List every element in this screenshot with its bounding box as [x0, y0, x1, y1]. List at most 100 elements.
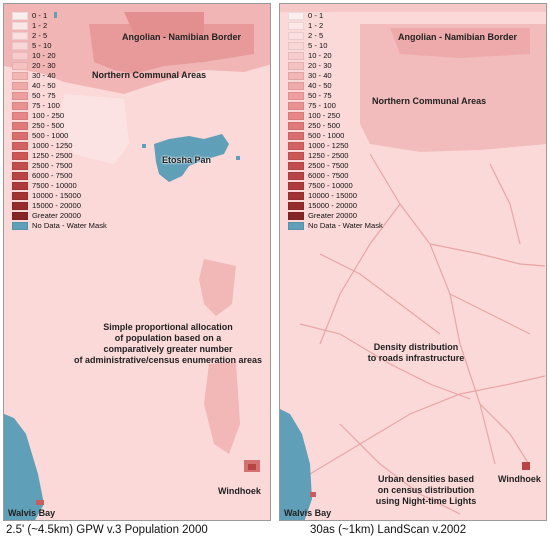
legend-entry: 20 - 30 [12, 61, 107, 71]
legend-label: 7500 - 10000 [308, 181, 353, 190]
legend-swatch [12, 72, 28, 80]
legend-swatch [12, 222, 28, 230]
legend-label: 1 - 2 [308, 21, 324, 30]
legend-swatch [288, 192, 304, 200]
legend-swatch [12, 202, 28, 210]
legend-label: 30 - 40 [308, 71, 332, 80]
road [479, 403, 531, 467]
legend-label: 40 - 50 [308, 81, 332, 90]
walvis-bay-label: Walvis Bay [8, 508, 56, 518]
legend-swatch [288, 152, 304, 160]
legend-label: Greater 20000 [308, 211, 357, 220]
note-line: to roads infrastructure [367, 353, 465, 363]
border-label: Angolian - Namibian Border [398, 32, 518, 42]
etosha-label: Etosha Pan [162, 155, 212, 165]
legend-entry: 30 - 40 [288, 71, 383, 81]
windhoek-label: Windhoek [498, 474, 541, 484]
legend-entry: 40 - 50 [288, 81, 383, 91]
legend-swatch [12, 112, 28, 120]
border-strip [390, 28, 530, 58]
legend-entry: 250 - 500 [12, 121, 107, 131]
road [369, 153, 496, 465]
legend-entry: 30 - 40 [12, 71, 107, 81]
legend-entry: 500 - 1000 [288, 131, 383, 141]
legend-entry: 2 - 5 [12, 31, 107, 41]
legend-swatch [288, 12, 304, 20]
legend-label: 5 - 10 [308, 41, 328, 50]
legend-label: No Data - Water Mask [32, 221, 107, 230]
legend-entry: 2500 - 7500 [288, 161, 383, 171]
legend-label: 15000 - 20000 [32, 201, 81, 210]
legend-label: No Data - Water Mask [308, 221, 383, 230]
legend-swatch [12, 212, 28, 220]
central-corridor [199, 259, 236, 316]
legend-swatch [12, 122, 28, 130]
legend-entry: 1000 - 1250 [288, 141, 383, 151]
legend-entry: 7500 - 10000 [288, 181, 383, 191]
legend-entry: No Data - Water Mask [12, 221, 107, 231]
legend-entry: 1250 - 2500 [288, 151, 383, 161]
road [299, 323, 471, 400]
legend-swatch [288, 82, 304, 90]
legend-label: 7500 - 10000 [32, 181, 77, 190]
legend-label: 75 - 100 [32, 101, 60, 110]
roads-network [299, 153, 546, 515]
legend-entry: 5 - 10 [288, 41, 383, 51]
legend-swatch [12, 52, 28, 60]
legend-swatch [12, 92, 28, 100]
legend-swatch [288, 132, 304, 140]
legend-swatch [288, 42, 304, 50]
note-line: using Night-time Lights [375, 496, 477, 506]
legend-swatch [288, 122, 304, 130]
legend-label: 1000 - 1250 [308, 141, 349, 150]
legend-swatch [288, 172, 304, 180]
legend-label: Greater 20000 [32, 211, 81, 220]
legend-swatch [12, 192, 28, 200]
legend-label: 30 - 40 [32, 71, 56, 80]
legend-entry: 10000 - 15000 [12, 191, 107, 201]
legend-label: 6000 - 7500 [32, 171, 73, 180]
walvis-bay-urban [36, 500, 44, 505]
legend-swatch [12, 182, 28, 190]
water-speck [142, 144, 146, 148]
legend-entry: 2 - 5 [288, 31, 383, 41]
legend-entry: 1250 - 2500 [12, 151, 107, 161]
legend-entry: 10 - 20 [288, 51, 383, 61]
legend-label: 20 - 30 [308, 61, 332, 70]
water-speck [236, 156, 240, 160]
legend-swatch [288, 212, 304, 220]
legend-swatch [12, 62, 28, 70]
road [309, 375, 546, 475]
legend-entry: 10 - 20 [12, 51, 107, 61]
legend-entry: 10000 - 15000 [288, 191, 383, 201]
road [319, 253, 441, 335]
legend-entry: 6000 - 7500 [288, 171, 383, 181]
legend-swatch [12, 132, 28, 140]
legend-entry: 100 - 250 [288, 111, 383, 121]
legend-entry: 50 - 75 [12, 91, 107, 101]
note-line: of population based on a [114, 333, 222, 343]
legend-entry: Greater 20000 [288, 211, 383, 221]
windhoek-urban [522, 462, 530, 470]
legend-entry: 1000 - 1250 [12, 141, 107, 151]
top-strip [280, 4, 546, 12]
legend-swatch [12, 102, 28, 110]
legend-label: 6000 - 7500 [308, 171, 349, 180]
legend-label: 50 - 75 [308, 91, 332, 100]
legend-entry: 40 - 50 [12, 81, 107, 91]
legend-label: 100 - 250 [32, 111, 65, 120]
road [339, 423, 461, 515]
legend-swatch [12, 12, 28, 20]
legend-label: 10000 - 15000 [308, 191, 357, 200]
legend-entry: 6000 - 7500 [12, 171, 107, 181]
legend-label: 2500 - 7500 [32, 161, 73, 170]
legend-entry: 0 - 1 [288, 11, 383, 21]
legend-label: 2500 - 7500 [308, 161, 349, 170]
legend-swatch [288, 72, 304, 80]
legend-label: 2 - 5 [308, 31, 324, 40]
legend-label: 1250 - 2500 [32, 151, 73, 160]
northern-communal-core [89, 24, 254, 74]
